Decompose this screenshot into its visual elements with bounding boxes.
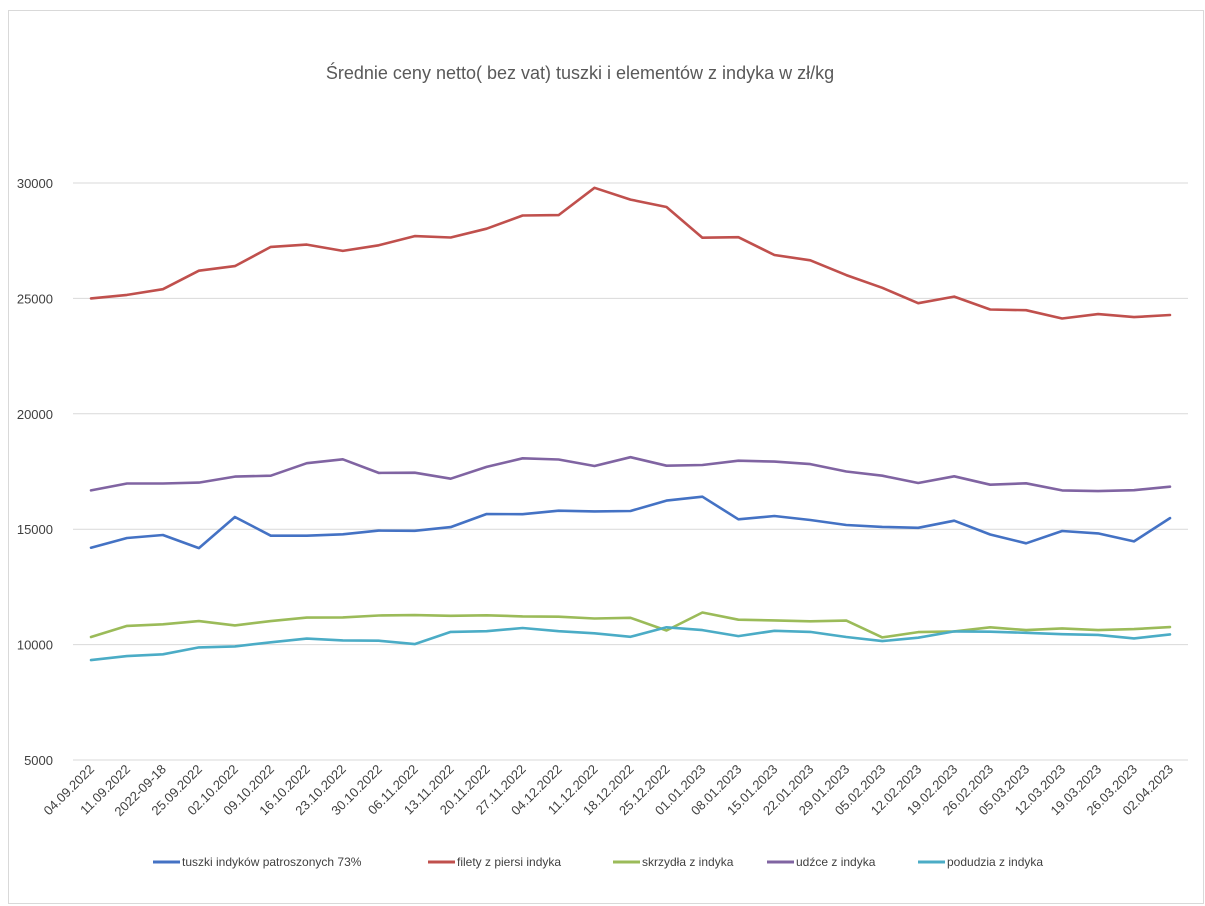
chart-title: Średnie ceny netto( bez vat) tuszki i el… [326, 62, 834, 83]
y-tick-label: 30000 [17, 176, 53, 191]
legend-label: podudzia z indyka [947, 855, 1043, 869]
grid-lines [73, 182, 1188, 646]
series-line-3 [89, 455, 1172, 493]
legend-item: skrzydła z indyka [613, 855, 734, 869]
legend-item: podudzia z indyka [918, 855, 1043, 869]
y-tick-label: 20000 [17, 407, 53, 422]
series-line-4 [89, 625, 1172, 662]
y-tick-label: 5000 [24, 753, 53, 768]
y-tick-label: 10000 [17, 638, 53, 653]
legend-item: filety z piersi indyka [428, 855, 561, 869]
y-tick-label: 25000 [17, 291, 53, 306]
legend-label: filety z piersi indyka [457, 855, 561, 869]
legend-item: udźce z indyka [767, 855, 876, 869]
legend: tuszki indyków patroszonych 73% filety z … [153, 855, 1043, 869]
series-lines [89, 186, 1172, 662]
y-tick-label: 15000 [17, 522, 53, 537]
series-line-1 [89, 186, 1172, 320]
legend-label: udźce z indyka [796, 855, 876, 869]
legend-item: tuszki indyków patroszonych 73% [153, 855, 362, 869]
y-axis: 5000 10000 15000 20000 25000 30000 [17, 176, 53, 768]
x-axis: 04.09.202211.09.20222022-09-1825.09.2022… [40, 759, 1188, 819]
legend-label: skrzydła z indyka [642, 855, 734, 869]
series-line-0 [89, 495, 1172, 550]
series-line-2 [89, 611, 1172, 639]
legend-label: tuszki indyków patroszonych 73% [182, 855, 362, 869]
chart-frame [8, 10, 1204, 904]
